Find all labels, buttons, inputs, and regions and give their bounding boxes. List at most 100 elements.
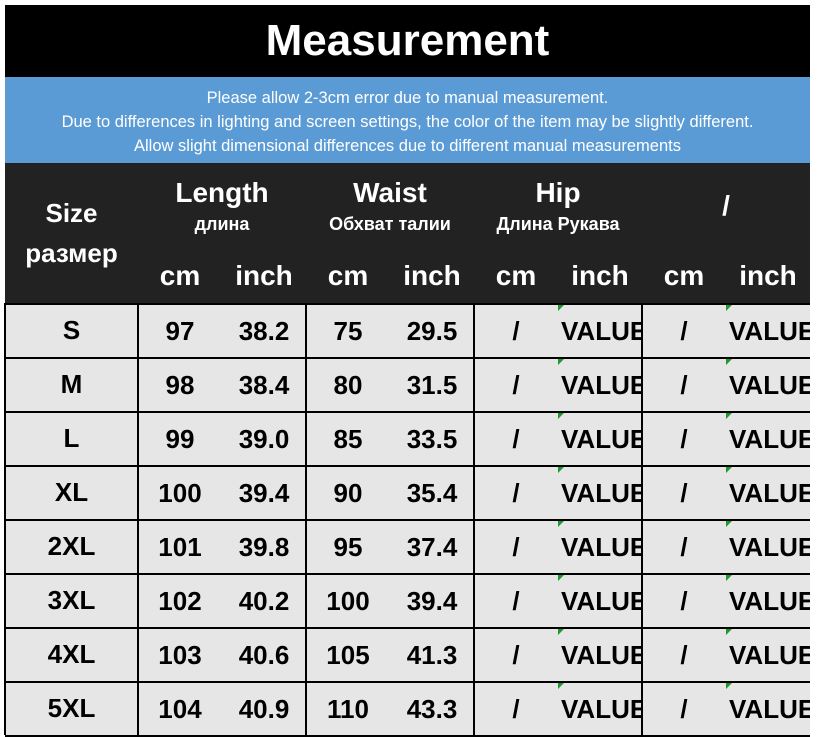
note: Allow slight dimensional differences due… bbox=[134, 137, 681, 155]
header-unit: cm bbox=[495, 260, 537, 291]
cell: 39.4 bbox=[406, 585, 458, 616]
row bbox=[5, 627, 810, 681]
cell: VALUE bbox=[558, 359, 642, 411]
cell: VALUE bbox=[558, 413, 642, 465]
cell: / bbox=[512, 369, 520, 400]
cell: 99 bbox=[165, 423, 195, 454]
cell: 33.5 bbox=[406, 423, 458, 454]
border bbox=[5, 735, 810, 737]
column-line bbox=[305, 303, 307, 735]
column-line bbox=[473, 303, 475, 735]
size-cell: 5XL bbox=[47, 692, 96, 723]
cell: VALUE bbox=[558, 467, 642, 519]
size-cell: L bbox=[63, 422, 80, 453]
cell: 80 bbox=[333, 369, 363, 400]
cell: 43.3 bbox=[406, 693, 458, 724]
cell: / bbox=[512, 585, 520, 616]
row bbox=[5, 573, 810, 627]
cell: VALUE bbox=[726, 305, 810, 357]
row bbox=[5, 681, 810, 735]
cell: VALUE bbox=[726, 359, 810, 411]
row bbox=[5, 357, 810, 411]
cell: 31.5 bbox=[406, 369, 458, 400]
row bbox=[5, 411, 810, 465]
cell: 98 bbox=[165, 369, 195, 400]
row bbox=[5, 303, 810, 357]
header-unit: cm bbox=[663, 260, 705, 291]
cell: 35.4 bbox=[406, 477, 458, 508]
cell: / bbox=[512, 531, 520, 562]
cell: / bbox=[680, 477, 688, 508]
header-group: Length bbox=[175, 177, 269, 208]
cell: VALUE bbox=[558, 629, 642, 681]
header-sub: длина bbox=[194, 214, 250, 234]
cell: VALUE bbox=[726, 521, 810, 573]
header-unit: inch bbox=[235, 260, 293, 291]
cell: / bbox=[512, 693, 520, 724]
row bbox=[5, 519, 810, 573]
cell: 101 bbox=[158, 531, 202, 562]
cell: 100 bbox=[158, 477, 202, 508]
size-cell: S bbox=[62, 314, 81, 345]
cell: 110 bbox=[327, 693, 369, 724]
cell: 100 bbox=[326, 585, 370, 616]
note: Due to differences in lighting and scree… bbox=[61, 113, 754, 131]
cell: / bbox=[680, 585, 688, 616]
cell: 29.5 bbox=[406, 315, 458, 346]
cell: VALUE bbox=[558, 575, 642, 627]
cell: 41.3 bbox=[406, 639, 458, 670]
title-bar: Measurement bbox=[5, 5, 810, 77]
cell: 39.4 bbox=[238, 477, 290, 508]
cell: 39.0 bbox=[238, 423, 290, 454]
size-cell: M bbox=[60, 368, 83, 399]
cell: VALUE bbox=[558, 683, 642, 735]
column-line bbox=[641, 303, 643, 735]
header-sub: Длина Рукава bbox=[496, 214, 620, 234]
note: Please allow 2-3cm error due to manual m… bbox=[206, 89, 609, 107]
header-unit: inch bbox=[739, 260, 797, 291]
header-size: Size bbox=[45, 198, 98, 228]
cell: VALUE bbox=[726, 413, 810, 465]
header-sub: Обхват талии bbox=[329, 214, 451, 234]
cell: VALUE bbox=[726, 575, 810, 627]
size-cell: XL bbox=[54, 476, 89, 507]
column-line bbox=[137, 303, 139, 735]
cell: VALUE bbox=[726, 629, 810, 681]
cell: / bbox=[680, 531, 688, 562]
cell: / bbox=[680, 693, 688, 724]
cell: VALUE bbox=[558, 305, 642, 357]
cell: 40.6 bbox=[238, 639, 290, 670]
cell: 40.2 bbox=[238, 585, 290, 616]
cell: 38.4 bbox=[238, 369, 290, 400]
header-unit: inch bbox=[403, 260, 461, 291]
size-cell: 4XL bbox=[47, 638, 96, 669]
cell: 85 bbox=[333, 423, 363, 454]
cell: 40.9 bbox=[238, 693, 290, 724]
cell: / bbox=[512, 639, 520, 670]
cell: / bbox=[680, 315, 688, 346]
header-unit: inch bbox=[571, 260, 629, 291]
cell: / bbox=[512, 477, 520, 508]
header-group: Waist bbox=[353, 177, 427, 208]
row bbox=[5, 465, 810, 519]
cell: 90 bbox=[333, 477, 363, 508]
cell: VALUE bbox=[558, 521, 642, 573]
cell: 97 bbox=[165, 315, 195, 346]
header-group: Hip bbox=[535, 177, 581, 208]
cell: 37.4 bbox=[406, 531, 458, 562]
cell: 95 bbox=[333, 531, 363, 562]
cell: / bbox=[512, 423, 520, 454]
size-cell: 2XL bbox=[47, 530, 96, 561]
header-group: / bbox=[722, 190, 730, 221]
table-header bbox=[5, 163, 810, 303]
cell: / bbox=[680, 423, 688, 454]
cell: / bbox=[512, 315, 520, 346]
header-size: размер bbox=[25, 238, 118, 268]
cell: 75 bbox=[333, 315, 363, 346]
header-unit: cm bbox=[159, 260, 201, 291]
cell: VALUE bbox=[726, 683, 810, 735]
cell: 39.8 bbox=[238, 531, 290, 562]
size-cell: 3XL bbox=[47, 584, 96, 615]
cell: 105 bbox=[326, 639, 370, 670]
